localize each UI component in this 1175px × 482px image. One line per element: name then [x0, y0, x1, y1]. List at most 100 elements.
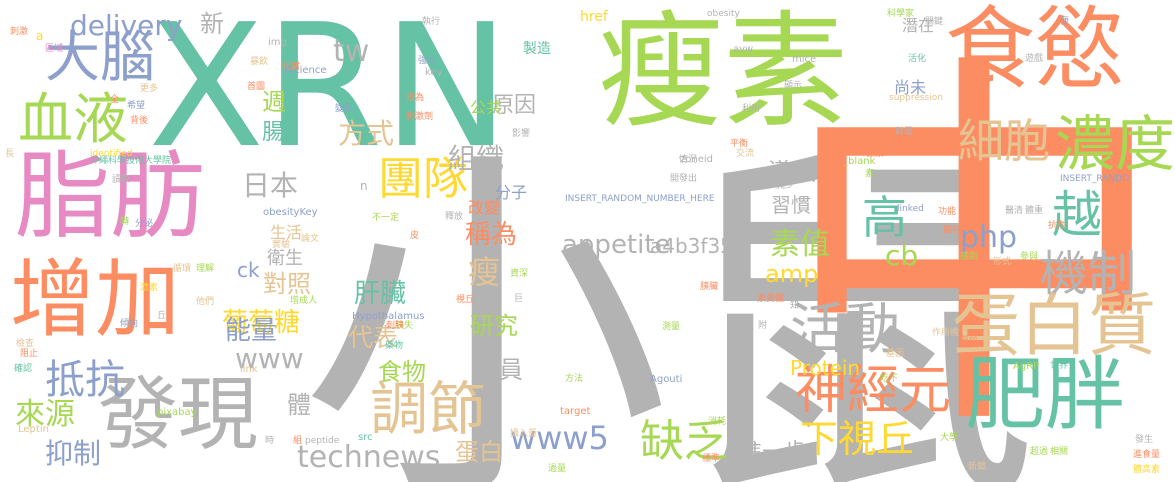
- cloud-word: 中: [780, 23, 1170, 477]
- cloud-word: 檢查: [16, 339, 35, 349]
- cloud-word: 體: [287, 391, 311, 419]
- cloud-word: 消耗: [708, 417, 727, 427]
- cloud-word: Protein: [790, 356, 861, 380]
- cloud-word: 分泌: [135, 219, 154, 229]
- cloud-word: 基因: [886, 349, 905, 359]
- cloud-word: 抑制: [45, 437, 102, 470]
- cloud-word: 傾向: [120, 319, 139, 329]
- cloud-word: 更多: [140, 84, 159, 94]
- cloud-word: mice: [792, 54, 817, 65]
- cloud-word: 部位: [960, 336, 979, 346]
- cloud-word: 不一定: [372, 213, 400, 223]
- cloud-word: 刺激劑: [406, 112, 434, 122]
- cloud-word: 素受體: [757, 294, 785, 304]
- cloud-word: 來源: [15, 397, 75, 432]
- cloud-word: 希望: [127, 101, 146, 111]
- cloud-word: 瘦: [468, 253, 501, 291]
- cloud-word: 越: [1052, 186, 1102, 244]
- cloud-word: 超過: [1030, 447, 1049, 457]
- cloud-word: 尚未: [894, 78, 927, 97]
- cloud-word: 活化: [908, 54, 927, 64]
- cloud-word: identified: [90, 149, 133, 159]
- cloud-word: 研究: [470, 312, 518, 340]
- cloud-word: 便: [1060, 17, 1070, 27]
- cloud-word: 增成人: [290, 296, 318, 306]
- cloud-word: 相關: [1050, 447, 1069, 457]
- cloud-word: 抵抗: [45, 357, 125, 403]
- cloud-word: avw: [733, 44, 754, 55]
- cloud-word: Agouti: [650, 374, 683, 385]
- cloud-word: php: [960, 220, 1018, 255]
- cloud-word: 區域: [45, 44, 64, 54]
- cloud-word: linked: [897, 204, 924, 214]
- cloud-word: 方法: [565, 374, 584, 384]
- cloud-word: key: [425, 67, 443, 78]
- cloud-word: 能量: [225, 316, 278, 346]
- cloud-word: 攝入量: [510, 429, 538, 439]
- cloud-word: 關鍵: [925, 17, 944, 27]
- cloud-word: 細胞: [958, 114, 1050, 168]
- cloud-word: 接應: [970, 184, 989, 194]
- cloud-word: 資深: [510, 269, 529, 279]
- cloud-word: 暴飲: [250, 57, 269, 67]
- cloud-word: www: [235, 342, 304, 375]
- cloud-word: 大腦: [45, 25, 156, 89]
- cloud-word: 巨: [514, 294, 524, 304]
- cloud-word: 溝通: [935, 134, 954, 144]
- cloud-word: a4b3f35b: [650, 234, 746, 258]
- cloud-word: 丘: [157, 311, 167, 321]
- cloud-word: 視丘: [456, 295, 475, 305]
- cloud-word: 形式: [993, 257, 1012, 267]
- cloud-word: Hypothalamus: [352, 311, 425, 322]
- cloud-word: www5: [510, 419, 609, 457]
- cloud-word: 神經元: [795, 361, 952, 421]
- cloud-word: 醫清: [1005, 206, 1024, 216]
- cloud-word: 團隊: [378, 152, 469, 205]
- cloud-word: 胰臟: [700, 282, 719, 292]
- cloud-word: 缺乏: [640, 416, 728, 467]
- cloud-word: 小鼠: [300, 120, 1040, 482]
- cloud-word: 濃度: [1055, 110, 1175, 180]
- cloud-word: INSERT_RANDO: [1060, 174, 1130, 184]
- cloud-word: 素值: [770, 227, 830, 262]
- cloud-word: 稱為: [465, 220, 518, 250]
- cloud-word: 觀察: [866, 149, 885, 159]
- cloud-word: 理解: [196, 264, 215, 274]
- cloud-word: 讀取: [112, 175, 131, 185]
- cloud-word: 執行: [422, 17, 441, 27]
- cloud-word: 對照: [263, 270, 311, 298]
- cloud-word: 食慾: [945, 0, 1125, 102]
- cloud-word: 參與: [1020, 252, 1039, 262]
- cloud-word: 進食量: [1133, 450, 1161, 460]
- cloud-word: 世界: [1050, 361, 1069, 371]
- cloud-word: 機制: [1040, 246, 1137, 302]
- cloud-word: 脂肪: [15, 142, 206, 252]
- cloud-word: 發生: [1135, 435, 1154, 445]
- cloud-word: obesity: [707, 9, 740, 19]
- cloud-word: 顯示: [784, 81, 803, 91]
- cloud-word: 天: [488, 404, 498, 414]
- cloud-word: 高: [862, 191, 908, 244]
- cloud-word: 情況: [679, 155, 698, 165]
- cloud-word: amp: [765, 260, 819, 288]
- cloud-word: 肝臟: [354, 279, 407, 309]
- cloud-word: 發現: [98, 368, 258, 461]
- cloud-word: 首圖: [247, 82, 266, 92]
- cloud-word: 吃下: [880, 374, 899, 384]
- cloud-word: 代謝: [282, 62, 301, 72]
- cloud-word: 激素: [140, 283, 159, 293]
- cloud-word: 新: [200, 10, 224, 38]
- cloud-word: 期刊: [943, 226, 962, 236]
- cloud-word: 數量: [895, 127, 914, 137]
- cloud-word: 新鏡: [968, 462, 987, 472]
- cloud-word: 公共: [470, 98, 503, 117]
- cloud-word: 製造: [523, 41, 551, 57]
- cloud-word: technews: [297, 440, 441, 475]
- cloud-word: 葡萄糖: [222, 308, 301, 338]
- cloud-word: 刺胰: [386, 321, 405, 331]
- cloud-word: pixabay: [157, 407, 197, 418]
- cloud-word: 缺失: [395, 321, 414, 331]
- cloud-word: 做為: [406, 93, 425, 103]
- cloud-word: n: [360, 179, 368, 193]
- cloud-word: 轉: [120, 217, 130, 227]
